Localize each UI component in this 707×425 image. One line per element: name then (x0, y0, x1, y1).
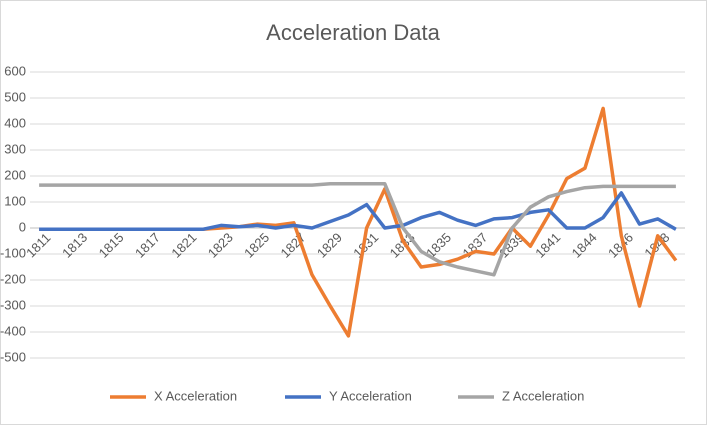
legend-label: Z Acceleration (502, 388, 584, 403)
y-tick-label: 400 (4, 115, 26, 130)
y-tick-label: 200 (4, 167, 26, 182)
y-tick-label: -300 (0, 297, 26, 312)
series-line (39, 191, 677, 232)
y-tick-label: -200 (0, 271, 26, 286)
legend-label: Y Acceleration (329, 388, 412, 403)
series-line (39, 182, 676, 277)
y-tick-label: -500 (0, 349, 26, 364)
y-tick-label: 0 (19, 219, 26, 234)
y-tick-label: -400 (0, 323, 26, 338)
y-tick-label: 300 (4, 141, 26, 156)
y-tick-label: -100 (0, 245, 26, 260)
y-tick-label: 500 (4, 89, 26, 104)
legend-label: X Acceleration (154, 388, 237, 403)
y-tick-label: 100 (4, 193, 26, 208)
y-tick-label: 600 (4, 63, 26, 78)
chart-title: Acceleration Data (266, 20, 440, 45)
